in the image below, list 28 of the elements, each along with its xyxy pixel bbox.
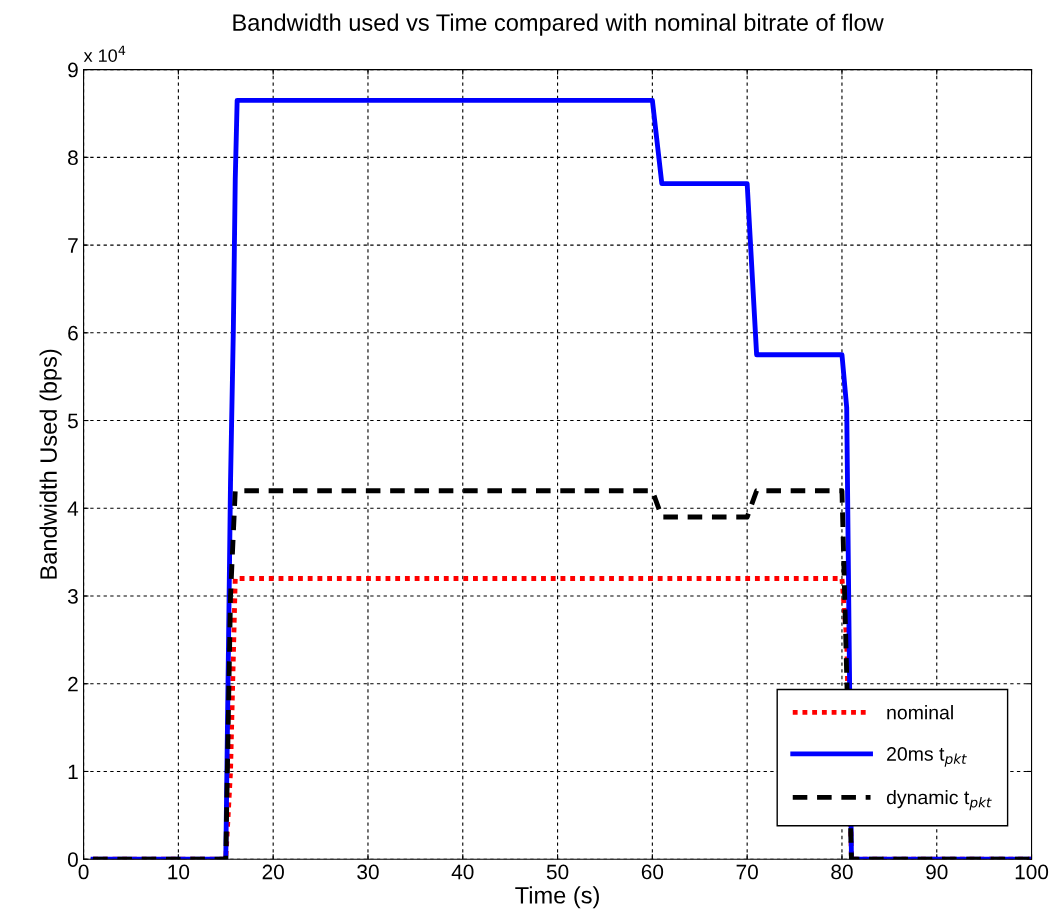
y-tick-label: 9: [68, 62, 78, 78]
x-axis-title: Time (s): [515, 886, 599, 909]
x-tick-label: 20: [262, 864, 284, 880]
y-tick-label: 2: [68, 676, 78, 692]
y-tick-label: 7: [68, 238, 78, 253]
x-tick-label: 40: [451, 864, 474, 880]
x-tick-label: 70: [736, 864, 758, 880]
x-tick-label: 0: [78, 864, 89, 880]
y-tick-label: 5: [67, 413, 78, 429]
x-tick-label: 100: [1015, 864, 1049, 880]
text: x 10$^{4}$: [83, 45, 126, 62]
chart-title: Bandwidth used vs Time compared with nominal bitrate of flow: [233, 13, 884, 36]
y-tick-label: 8: [68, 150, 78, 166]
y-tick-label: 0: [67, 852, 78, 867]
y-tick-label: 1: [68, 764, 78, 780]
x-tick-label: 60: [641, 864, 664, 880]
x-tick-label: 80: [831, 864, 853, 880]
y-tick-label: 4: [67, 501, 79, 516]
y-axis-title: Bandwidth Used (bps): [39, 349, 62, 579]
x-tick-label: 50: [546, 864, 569, 880]
legend-label: dynamic t$_{pkt}$: [886, 790, 992, 811]
x-tick-label: 90: [926, 864, 948, 880]
legend-label: 20ms t$_{pkt}$: [887, 747, 967, 767]
x-tick-label: 30: [357, 864, 379, 880]
y-tick-label: 3: [67, 589, 78, 604]
legend-label: nominal: [887, 705, 953, 720]
x-tick-label: 10: [168, 864, 190, 880]
y-tick-label: 6: [68, 325, 78, 341]
